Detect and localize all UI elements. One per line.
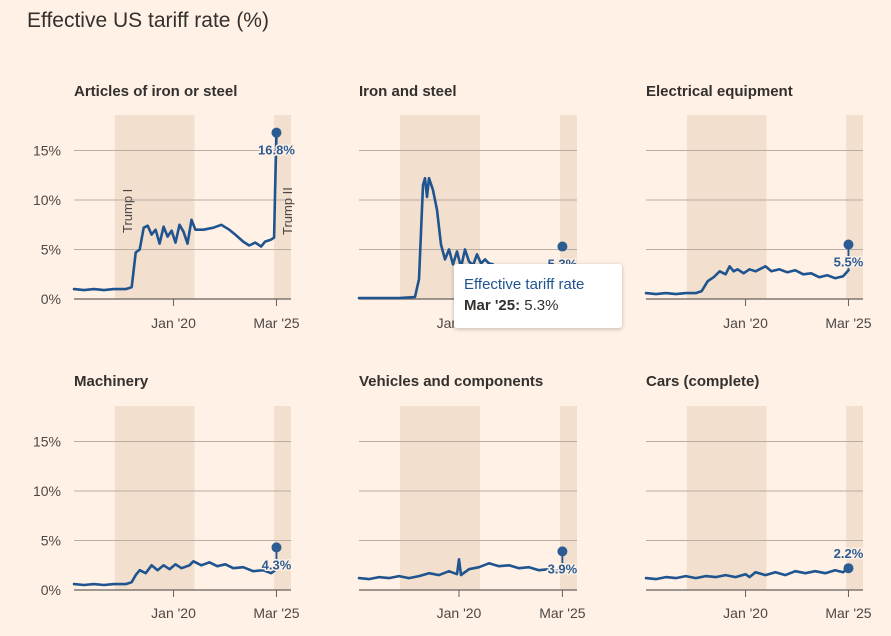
y-tick-label: 5% bbox=[41, 242, 61, 258]
end-marker bbox=[271, 127, 282, 138]
y-tick-label: 10% bbox=[33, 483, 61, 499]
series-line bbox=[357, 557, 564, 581]
era-label: Trump I bbox=[120, 189, 135, 233]
shaded-band-2 bbox=[274, 115, 291, 299]
end-marker bbox=[557, 241, 568, 252]
tooltip-date: Mar '25: bbox=[464, 297, 521, 314]
end-value-label: 4.3% bbox=[262, 557, 292, 572]
x-tick-label: Mar '25 bbox=[253, 315, 299, 331]
x-tick-label: Jan '20 bbox=[151, 315, 196, 331]
panel-title: Articles of iron or steel bbox=[74, 83, 237, 100]
x-tick-label: Mar '25 bbox=[253, 605, 299, 621]
end-marker bbox=[557, 546, 568, 557]
shaded-band-1 bbox=[114, 115, 195, 299]
shaded-band-2 bbox=[560, 406, 577, 590]
tooltip-value: Mar '25: 5.3% bbox=[464, 297, 612, 314]
y-tick-label: 5% bbox=[41, 533, 61, 549]
shaded-band-1 bbox=[114, 406, 195, 590]
end-marker bbox=[843, 563, 854, 574]
shaded-band-1 bbox=[400, 406, 480, 590]
x-tick-label: Jan '20 bbox=[437, 605, 482, 621]
panel-title: Vehicles and components bbox=[359, 373, 543, 390]
x-tick-label: Mar '25 bbox=[539, 605, 585, 621]
tooltip-title: Effective tariff rate bbox=[464, 276, 585, 293]
end-marker bbox=[271, 542, 282, 553]
x-tick-label: Jan '20 bbox=[151, 605, 196, 621]
shaded-band-2 bbox=[846, 115, 863, 299]
series-line bbox=[644, 566, 850, 581]
y-tick-label: 15% bbox=[33, 143, 61, 159]
tooltip: Effective tariff rate Mar '25: 5.3% bbox=[454, 264, 622, 328]
shaded-band-1 bbox=[686, 406, 767, 590]
shaded-band-1 bbox=[686, 115, 767, 299]
panel-title: Machinery bbox=[74, 373, 149, 390]
shaded-band-2 bbox=[846, 406, 863, 590]
series-line bbox=[72, 559, 278, 587]
y-tick-label: 0% bbox=[41, 582, 61, 598]
panel-title: Electrical equipment bbox=[646, 83, 793, 100]
series-line bbox=[72, 131, 278, 292]
panel-title: Iron and steel bbox=[359, 83, 457, 100]
x-tick-label: Jan '20 bbox=[723, 605, 768, 621]
page-title: Effective US tariff rate (%) bbox=[27, 9, 269, 32]
x-tick-label: Jan '20 bbox=[723, 315, 768, 331]
y-tick-label: 15% bbox=[33, 434, 61, 450]
panel-title: Cars (complete) bbox=[646, 373, 759, 390]
tooltip-number: 5.3% bbox=[524, 297, 559, 314]
end-value-label: 2.2% bbox=[834, 546, 864, 561]
end-marker bbox=[843, 239, 854, 250]
shaded-band-2 bbox=[560, 115, 577, 299]
end-value-label: 16.8% bbox=[258, 143, 295, 158]
era-label: Trump II bbox=[280, 187, 295, 235]
series-line bbox=[357, 176, 495, 300]
end-value-label: 3.9% bbox=[548, 561, 578, 576]
x-tick-label: Mar '25 bbox=[825, 605, 871, 621]
end-value-label: 5.5% bbox=[834, 255, 864, 270]
y-tick-label: 0% bbox=[41, 291, 61, 307]
x-tick-label: Mar '25 bbox=[825, 315, 871, 331]
y-tick-label: 10% bbox=[33, 192, 61, 208]
series-line bbox=[644, 264, 850, 296]
